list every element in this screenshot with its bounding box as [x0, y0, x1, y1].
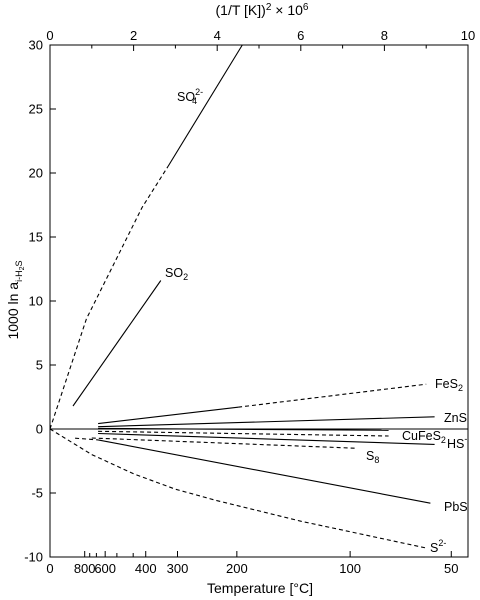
labels-layer: SO2-4 SO2 FeS2 ZnS CuFeS2 HS- S8 PbS S2-	[165, 87, 468, 555]
series-label-so4-ion: SO2-4	[177, 87, 203, 106]
series-label-zns: ZnS	[444, 411, 467, 425]
series-pbs-solid	[97, 439, 431, 504]
y-tick-label: -5	[31, 486, 43, 501]
series-so4-ion-dashed	[49, 166, 169, 430]
top-tick-label: 0	[46, 28, 53, 43]
series-hs-ion-solid	[98, 432, 435, 445]
series-fes2-dashed	[238, 383, 427, 408]
y-tick-label: 10	[29, 294, 43, 309]
y-tick-label: 20	[29, 166, 43, 181]
y-tick-label: -10	[24, 550, 43, 565]
series-label-fes2: FeS2	[435, 377, 463, 393]
top-axis-title: (1/T [K])2 × 106	[216, 2, 309, 18]
series-label-hs-ion: HS-	[447, 434, 467, 451]
series-so4-ion-solid	[167, 44, 243, 167]
series-label-so2: SO2	[165, 266, 188, 282]
y-tick-label: 30	[29, 38, 43, 53]
series-pbs-dashed	[75, 437, 99, 441]
bottom-tick-label: 50	[444, 561, 458, 576]
top-tick-label: 6	[297, 28, 304, 43]
bottom-tick-label: 800	[74, 561, 96, 576]
series-label-s-ion: S2-	[430, 538, 446, 555]
plot-frame	[49, 44, 469, 558]
series-label-s8: S8	[366, 449, 379, 465]
top-tick-label: 8	[381, 28, 388, 43]
bottom-tick-label: 200	[226, 561, 248, 576]
series-so2-solid	[72, 280, 162, 407]
series-label-cufes2: CuFeS2	[402, 429, 446, 445]
series-zns-solid	[98, 416, 435, 428]
bottom-tick-label: 100	[339, 561, 361, 576]
series-s8-dashed	[91, 437, 356, 449]
bottom-axis-title: Temperature [°C]	[207, 580, 313, 596]
y-axis-title: 1000 ln ai-H2S	[5, 260, 26, 339]
bottom-tick-label: 400	[135, 561, 157, 576]
series-label-pbs: PbS	[444, 500, 468, 514]
y-tick-label: 25	[29, 102, 43, 117]
series-fes2-solid	[98, 406, 239, 425]
top-tick-label: 10	[461, 28, 475, 43]
y-tick-label: 0	[36, 422, 43, 437]
bottom-tick-label: 300	[167, 561, 189, 576]
series-layer	[49, 44, 435, 549]
bottom-tick-label: 0	[46, 561, 53, 576]
y-tick-label: 5	[36, 358, 43, 373]
top-tick-label: 2	[130, 28, 137, 43]
y-tick-label: 15	[29, 230, 43, 245]
bottom-tick-label: 600	[94, 561, 116, 576]
series-cufes2-solid	[98, 427, 389, 431]
top-tick-label: 4	[214, 28, 221, 43]
series-s-ion-dashed	[49, 428, 427, 549]
